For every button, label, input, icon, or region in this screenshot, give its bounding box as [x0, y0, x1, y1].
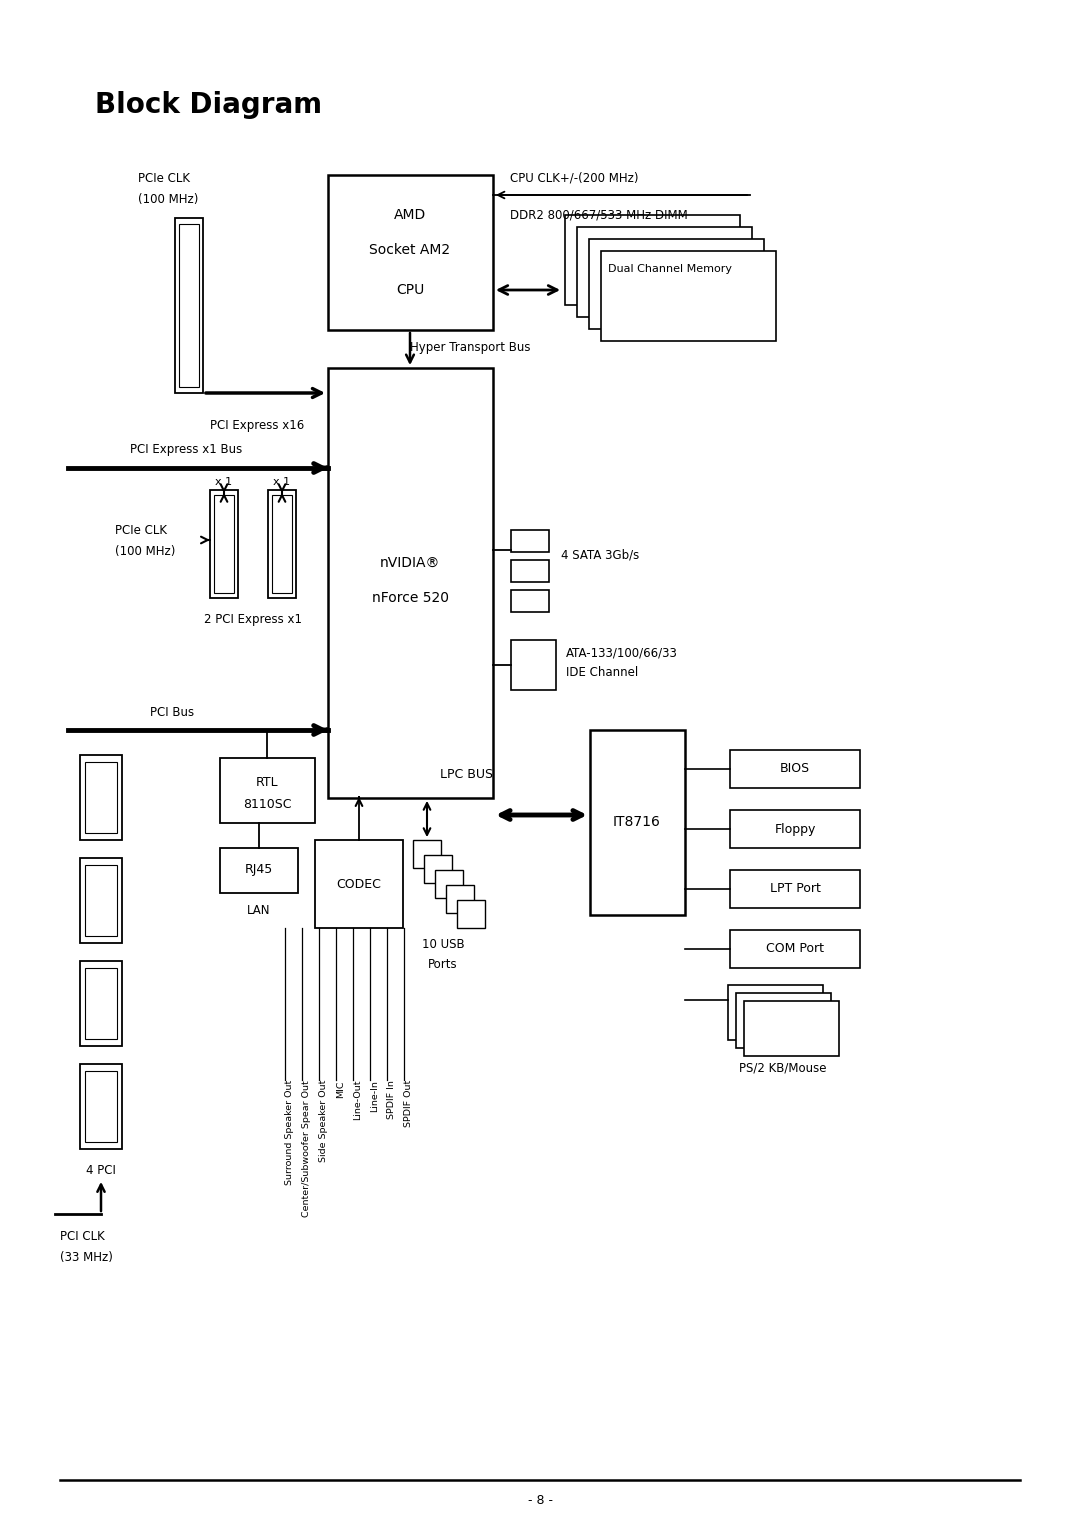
Text: IT8716: IT8716 — [613, 815, 661, 829]
Text: RTL: RTL — [256, 777, 279, 789]
Text: Socket AM2: Socket AM2 — [369, 243, 450, 257]
Bar — [268, 489, 296, 598]
Text: SPDIF In: SPDIF In — [387, 1079, 396, 1119]
Bar — [511, 641, 556, 690]
Text: CPU: CPU — [396, 283, 424, 297]
Bar — [730, 810, 860, 849]
Bar — [272, 495, 292, 593]
Bar — [600, 251, 777, 341]
Text: 8110SC: 8110SC — [243, 798, 292, 812]
Text: MIC: MIC — [336, 1079, 345, 1098]
Text: LPC BUS: LPC BUS — [440, 769, 492, 781]
Bar — [413, 839, 441, 868]
Bar — [590, 729, 685, 914]
Text: x 1: x 1 — [215, 477, 232, 488]
Text: CPU CLK+/-(200 MHz): CPU CLK+/-(200 MHz) — [510, 171, 638, 185]
Bar — [80, 962, 122, 1046]
Text: PCI Express x1 Bus: PCI Express x1 Bus — [130, 443, 242, 457]
Text: (100 MHz): (100 MHz) — [114, 546, 175, 558]
Text: 4 SATA 3Gb/s: 4 SATA 3Gb/s — [561, 549, 639, 561]
Bar — [446, 885, 474, 913]
Bar — [220, 758, 315, 823]
Bar — [80, 755, 122, 839]
Text: Line-Out: Line-Out — [353, 1079, 362, 1121]
Bar — [210, 489, 238, 598]
Text: COM Port: COM Port — [766, 942, 824, 956]
Bar — [511, 590, 549, 612]
Text: Block Diagram: Block Diagram — [95, 92, 322, 119]
Bar — [728, 985, 823, 1040]
Text: BIOS: BIOS — [780, 763, 810, 775]
Bar — [435, 870, 463, 898]
Text: nVIDIA®: nVIDIA® — [380, 557, 441, 570]
Text: PCI Bus: PCI Bus — [150, 705, 194, 719]
Text: CODEC: CODEC — [337, 878, 381, 890]
Text: PCI CLK: PCI CLK — [60, 1229, 105, 1243]
Text: - 8 -: - 8 - — [527, 1494, 553, 1506]
Bar — [179, 225, 199, 387]
Bar — [85, 1070, 117, 1142]
Bar — [730, 751, 860, 787]
Bar — [85, 761, 117, 833]
Text: 10 USB: 10 USB — [421, 939, 464, 951]
Text: IDE Channel: IDE Channel — [566, 667, 638, 679]
Bar — [577, 226, 752, 317]
Bar — [80, 858, 122, 943]
Text: Surround Speaker Out: Surround Speaker Out — [285, 1079, 294, 1185]
Text: Line-In: Line-In — [370, 1079, 379, 1112]
Bar — [730, 930, 860, 968]
Text: DDR2 800/667/533 MHz DIMM: DDR2 800/667/533 MHz DIMM — [510, 208, 688, 222]
Bar — [315, 839, 403, 928]
Bar — [85, 865, 117, 936]
Text: PCI Express x16: PCI Express x16 — [210, 419, 305, 431]
Bar — [457, 901, 485, 928]
Text: Hyper Transport Bus: Hyper Transport Bus — [410, 341, 530, 353]
Bar — [175, 219, 203, 393]
Text: 2 PCI Express x1: 2 PCI Express x1 — [204, 613, 302, 627]
Bar — [730, 870, 860, 908]
Text: LAN: LAN — [247, 905, 271, 917]
Bar — [744, 1001, 839, 1057]
Text: LPT Port: LPT Port — [770, 882, 821, 896]
Bar — [220, 849, 298, 893]
Text: 4 PCI: 4 PCI — [86, 1165, 116, 1177]
Text: PS/2 KB/Mouse: PS/2 KB/Mouse — [739, 1061, 827, 1075]
Bar — [80, 1064, 122, 1148]
Bar — [85, 968, 117, 1040]
Text: x 1: x 1 — [273, 477, 291, 488]
Text: Ports: Ports — [428, 959, 458, 971]
Text: AMD: AMD — [394, 208, 427, 222]
Bar — [511, 560, 549, 583]
Text: ATA-133/100/66/33: ATA-133/100/66/33 — [566, 647, 678, 659]
Text: PCIe CLK: PCIe CLK — [114, 523, 167, 537]
Bar — [328, 174, 492, 330]
Bar — [328, 368, 492, 798]
Bar — [565, 216, 740, 304]
Text: PCIe CLK: PCIe CLK — [138, 171, 190, 185]
Text: Dual Channel Memory: Dual Channel Memory — [608, 265, 732, 274]
Bar — [214, 495, 234, 593]
Bar — [735, 992, 831, 1047]
Text: Center/Subwoofer Spear Out: Center/Subwoofer Spear Out — [302, 1079, 311, 1217]
Text: SPDIF Out: SPDIF Out — [404, 1079, 413, 1127]
Bar — [511, 531, 549, 552]
Text: nForce 520: nForce 520 — [372, 592, 448, 605]
Text: Floppy: Floppy — [774, 823, 815, 835]
Text: RJ45: RJ45 — [245, 864, 273, 876]
Text: (33 MHz): (33 MHz) — [60, 1252, 113, 1264]
Bar — [589, 239, 764, 329]
Text: Side Speaker Out: Side Speaker Out — [319, 1079, 328, 1162]
Bar — [424, 855, 453, 884]
Text: (100 MHz): (100 MHz) — [138, 194, 199, 206]
